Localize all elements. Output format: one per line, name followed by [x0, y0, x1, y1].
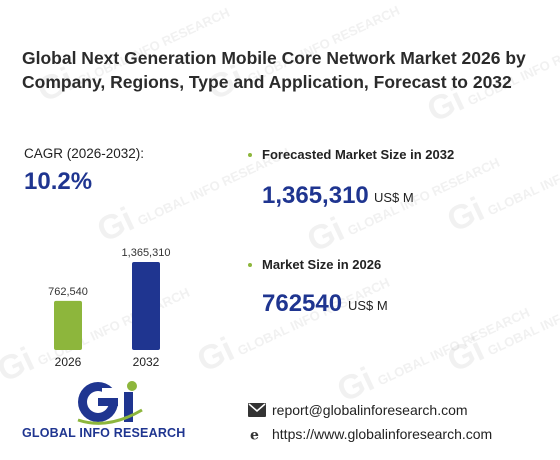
x-tick-label-2026: 2026	[55, 355, 82, 369]
data-label-2026: 762,540	[48, 286, 88, 298]
forecast-label: Forecasted Market Size in 2032	[262, 147, 455, 162]
data-label-2032: 1,365,310	[122, 247, 171, 259]
cagr-label: CAGR (2026-2032):	[24, 146, 145, 161]
bullet-icon	[248, 263, 252, 267]
logo: GLOBAL INFO RESEARCH	[22, 380, 192, 440]
website-text[interactable]: https://www.globalinforesearch.com	[272, 426, 493, 442]
browser-icon: e	[250, 427, 259, 441]
forecast-unit: US$ M	[374, 190, 414, 205]
forecast-value: 1,365,310	[262, 182, 369, 209]
market-label: Market Size in 2026	[262, 257, 382, 272]
contact-email[interactable]: report@globalinforesearch.com	[248, 402, 468, 418]
market-value: 762540	[262, 290, 343, 317]
cagr-value: 10.2%	[24, 168, 93, 195]
bullet-icon	[248, 153, 252, 157]
bar-2032	[132, 262, 160, 350]
x-tick-label-2032: 2032	[133, 355, 160, 369]
svg-text:e: e	[250, 427, 259, 441]
bar-2026	[54, 300, 82, 350]
envelope-icon	[248, 403, 266, 417]
logo-text: GLOBAL INFO RESEARCH	[22, 426, 186, 440]
contact-website[interactable]: e https://www.globalinforesearch.com	[248, 426, 492, 442]
gi-logo-icon	[77, 381, 143, 425]
chart-title: Global Next Generation Mobile Core Netwo…	[22, 48, 526, 92]
email-text[interactable]: report@globalinforesearch.com	[272, 402, 468, 418]
market-unit: US$ M	[348, 298, 388, 313]
